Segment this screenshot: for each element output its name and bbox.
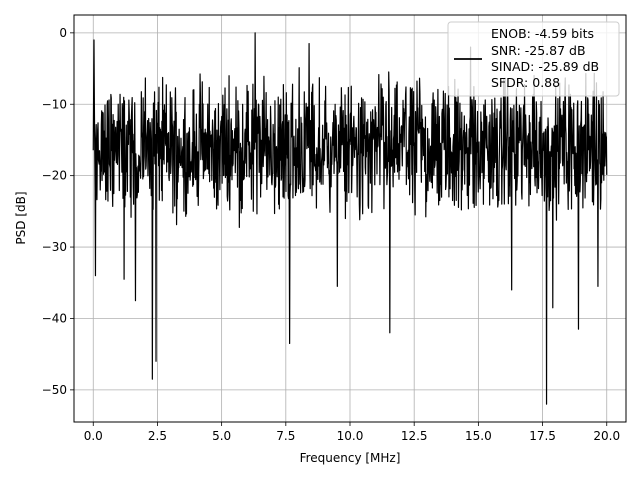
- legend-line-sfdr: SFDR: 0.88: [491, 75, 560, 90]
- legend-box: [447, 21, 620, 97]
- x-axis-ticks: 0.0 2.5 5.0 7.5 10.0 12.5 15.0 17.5 20.0: [84, 422, 620, 443]
- y-tick-label: −40: [42, 311, 67, 325]
- x-tick-label: 2.5: [148, 429, 167, 443]
- x-tick-label: 0.0: [84, 429, 103, 443]
- y-tick-label: −10: [42, 97, 67, 111]
- x-axis-label: Frequency [MHz]: [300, 451, 401, 465]
- y-tick-label: −30: [42, 240, 67, 254]
- y-axis-ticks: 0 −10 −20 −30 −40 −50: [42, 26, 74, 397]
- psd-series-line: [92, 32, 608, 405]
- x-tick-label: 20.0: [593, 429, 620, 443]
- y-tick-label: 0: [59, 26, 67, 40]
- legend-line-enob: ENOB: -4.59 bits: [491, 26, 594, 41]
- x-tick-label: 15.0: [465, 429, 492, 443]
- y-tick-label: −50: [42, 383, 67, 397]
- x-tick-label: 10.0: [337, 429, 364, 443]
- x-tick-label: 17.5: [529, 429, 556, 443]
- legend-line-snr: SNR: -25.87 dB: [491, 43, 586, 58]
- plot-area: [92, 32, 608, 405]
- legend: ENOB: -4.59 bits SNR: -25.87 dB SINAD: -…: [447, 21, 620, 97]
- legend-line-sinad: SINAD: -25.89 dB: [491, 59, 599, 74]
- x-tick-label: 7.5: [276, 429, 295, 443]
- y-tick-label: −20: [42, 169, 67, 183]
- x-tick-label: 5.0: [212, 429, 231, 443]
- y-axis-label: PSD [dB]: [14, 191, 28, 244]
- x-tick-label: 12.5: [401, 429, 428, 443]
